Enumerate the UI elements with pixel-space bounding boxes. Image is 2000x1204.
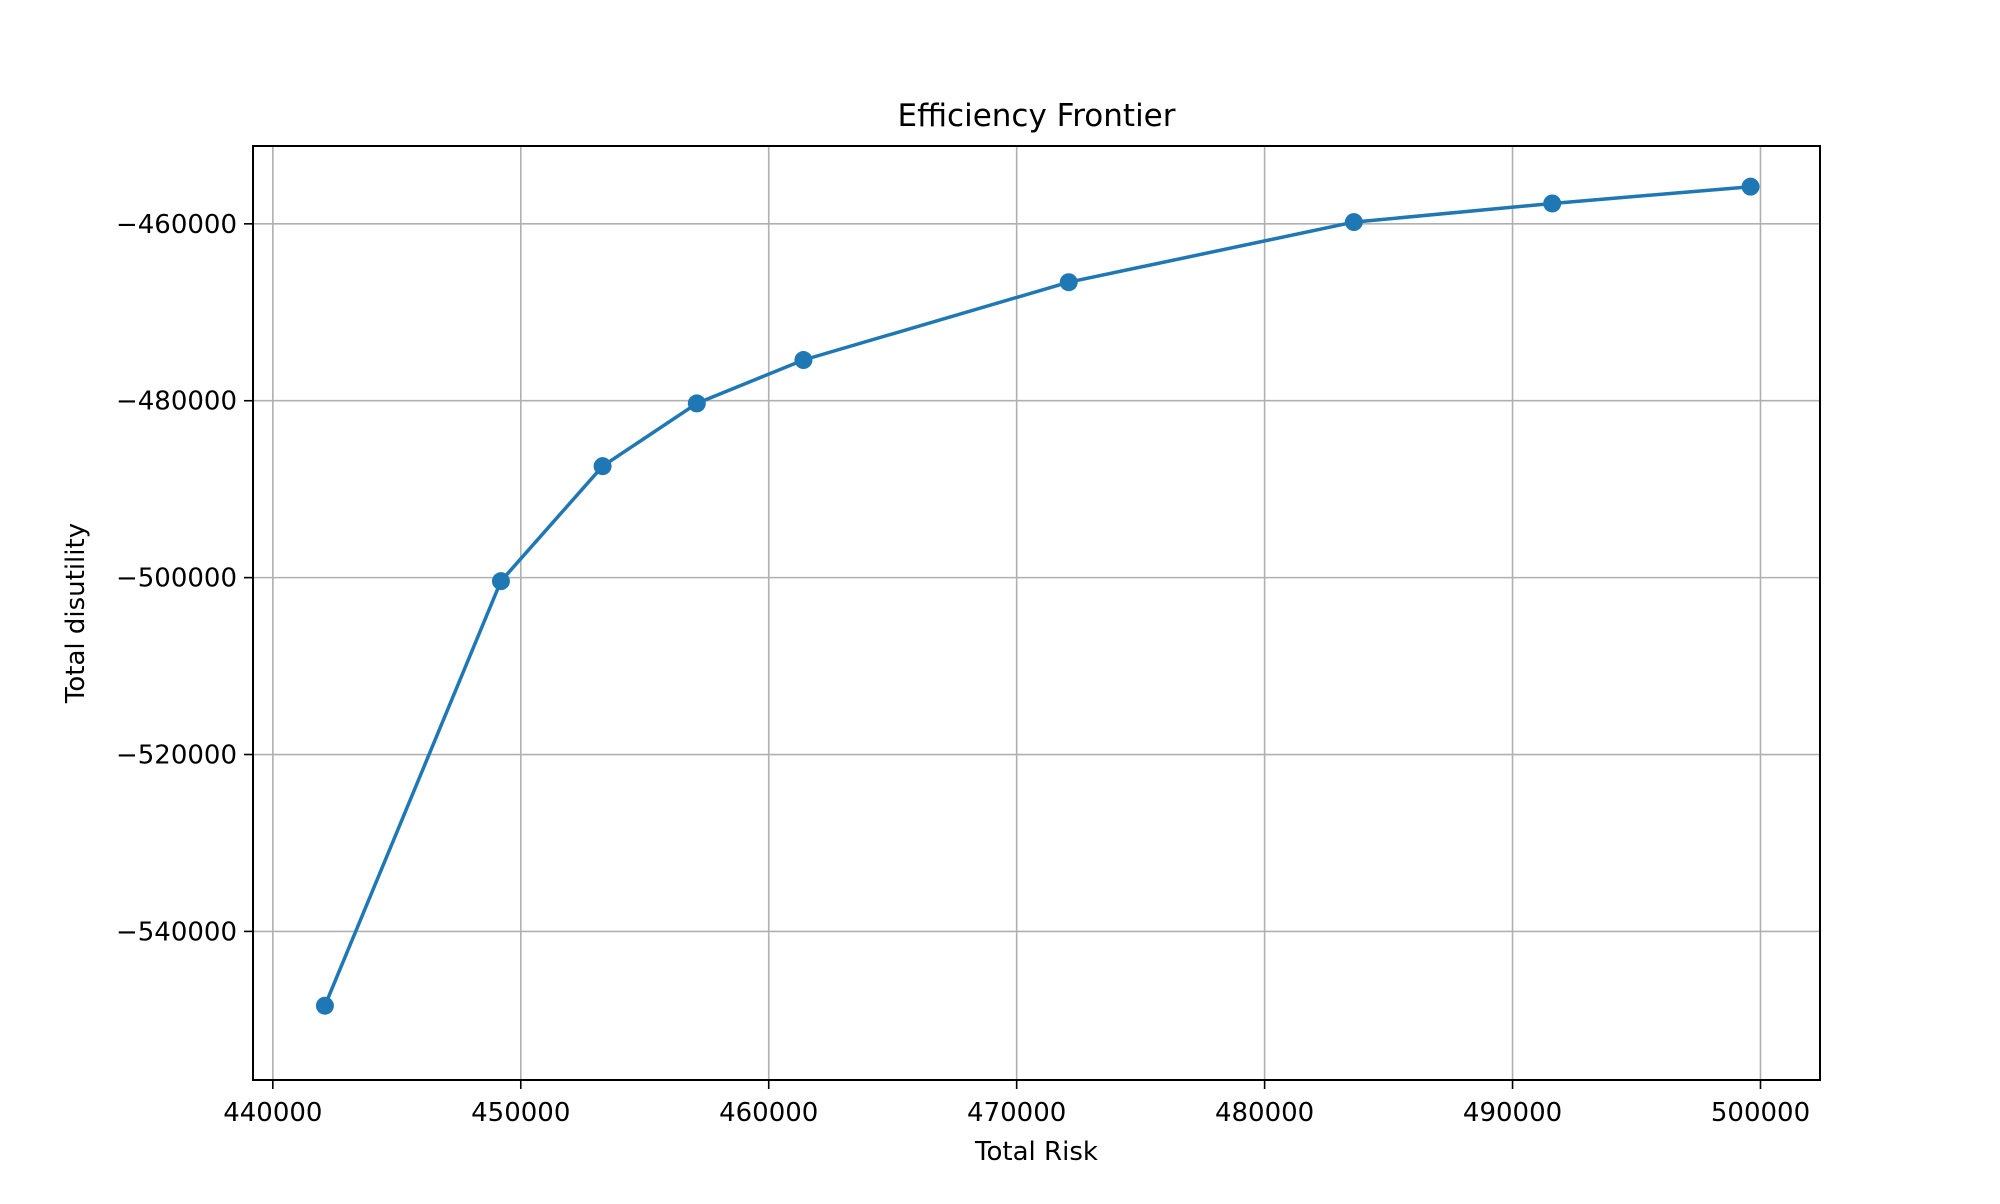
x-tick-label: 460000 bbox=[719, 1098, 818, 1128]
grid-layer bbox=[253, 146, 1820, 1080]
data-point bbox=[1344, 213, 1363, 232]
x-tick-label: 440000 bbox=[223, 1098, 322, 1128]
tick-layer: 440000 450000 460000 470000 480000 490000 5000… bbox=[116, 210, 1810, 1128]
data-point bbox=[1741, 177, 1760, 196]
data-point bbox=[794, 351, 813, 370]
data-point bbox=[315, 996, 334, 1015]
chart-title: Efficiency Frontier bbox=[897, 98, 1175, 134]
x-tick-label: 490000 bbox=[1463, 1098, 1562, 1128]
y-tick-label: −540000 bbox=[116, 917, 237, 947]
y-tick-label: −520000 bbox=[116, 741, 237, 771]
data-point bbox=[1543, 194, 1562, 213]
x-tick-label: 480000 bbox=[1215, 1098, 1314, 1128]
data-point bbox=[1059, 273, 1078, 292]
x-axis-label: Total Risk bbox=[974, 1137, 1098, 1167]
data-point bbox=[593, 457, 612, 476]
y-tick-label: −500000 bbox=[116, 564, 237, 594]
y-tick-label: −480000 bbox=[116, 387, 237, 417]
y-axis-label: Total disutility bbox=[61, 523, 91, 704]
data-point bbox=[491, 572, 510, 591]
series-layer bbox=[315, 177, 1760, 1015]
x-tick-label: 470000 bbox=[967, 1098, 1066, 1128]
plot-frame bbox=[252, 145, 1821, 1081]
x-tick-label: 500000 bbox=[1711, 1098, 1810, 1128]
data-point bbox=[687, 394, 706, 413]
x-tick-label: 450000 bbox=[471, 1098, 570, 1128]
y-tick-label: −460000 bbox=[116, 210, 237, 240]
